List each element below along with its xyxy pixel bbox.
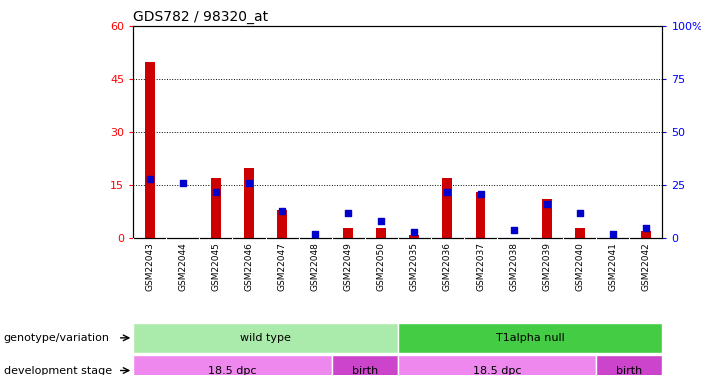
Bar [133, 322, 398, 353]
Bar [597, 355, 662, 375]
Text: development stage: development stage [4, 366, 111, 375]
Text: GSM22036: GSM22036 [443, 242, 452, 291]
Text: GSM22042: GSM22042 [641, 242, 651, 291]
Bar [277, 210, 287, 238]
Bar [475, 192, 486, 238]
Text: GSM22039: GSM22039 [542, 242, 551, 291]
Text: GSM22040: GSM22040 [576, 242, 584, 291]
Text: GSM22045: GSM22045 [212, 242, 220, 291]
Point [243, 180, 254, 186]
Point [144, 176, 156, 182]
Point [210, 189, 222, 195]
Text: GSM22048: GSM22048 [311, 242, 320, 291]
Bar [343, 228, 353, 238]
Point [574, 210, 585, 216]
Bar [641, 231, 651, 238]
Text: GSM22043: GSM22043 [145, 242, 154, 291]
Bar [575, 228, 585, 238]
Point [276, 208, 287, 214]
Bar [398, 322, 662, 353]
Text: GSM22037: GSM22037 [476, 242, 485, 291]
Text: GDS782 / 98320_at: GDS782 / 98320_at [133, 10, 268, 24]
Text: wild type: wild type [240, 333, 291, 343]
Point [409, 229, 420, 235]
Bar [542, 199, 552, 238]
Text: genotype/variation: genotype/variation [4, 333, 109, 343]
Text: GSM22049: GSM22049 [343, 242, 353, 291]
Point [607, 231, 618, 237]
Bar [409, 235, 419, 238]
Point [640, 225, 651, 231]
Point [442, 189, 453, 195]
Bar [398, 355, 597, 375]
Text: T1alpha null: T1alpha null [496, 333, 564, 343]
Text: GSM22035: GSM22035 [410, 242, 419, 291]
Bar [442, 178, 452, 238]
Point [508, 226, 519, 232]
Bar [332, 355, 398, 375]
Text: GSM22046: GSM22046 [245, 242, 254, 291]
Bar [376, 228, 386, 238]
Point [177, 180, 189, 186]
Text: GSM22050: GSM22050 [376, 242, 386, 291]
Bar [244, 168, 254, 238]
Text: birth: birth [352, 366, 378, 375]
Point [343, 210, 354, 216]
Text: 18.5 dpc: 18.5 dpc [208, 366, 257, 375]
Text: 18.5 dpc: 18.5 dpc [472, 366, 522, 375]
Point [310, 231, 321, 237]
Text: GSM22041: GSM22041 [608, 242, 618, 291]
Bar [211, 178, 221, 238]
Text: birth: birth [616, 366, 643, 375]
Point [541, 201, 552, 207]
Bar [133, 355, 332, 375]
Point [475, 190, 486, 196]
Bar [145, 62, 155, 238]
Text: GSM22047: GSM22047 [278, 242, 287, 291]
Text: GSM22038: GSM22038 [509, 242, 518, 291]
Point [376, 218, 387, 224]
Text: GSM22044: GSM22044 [178, 242, 187, 291]
